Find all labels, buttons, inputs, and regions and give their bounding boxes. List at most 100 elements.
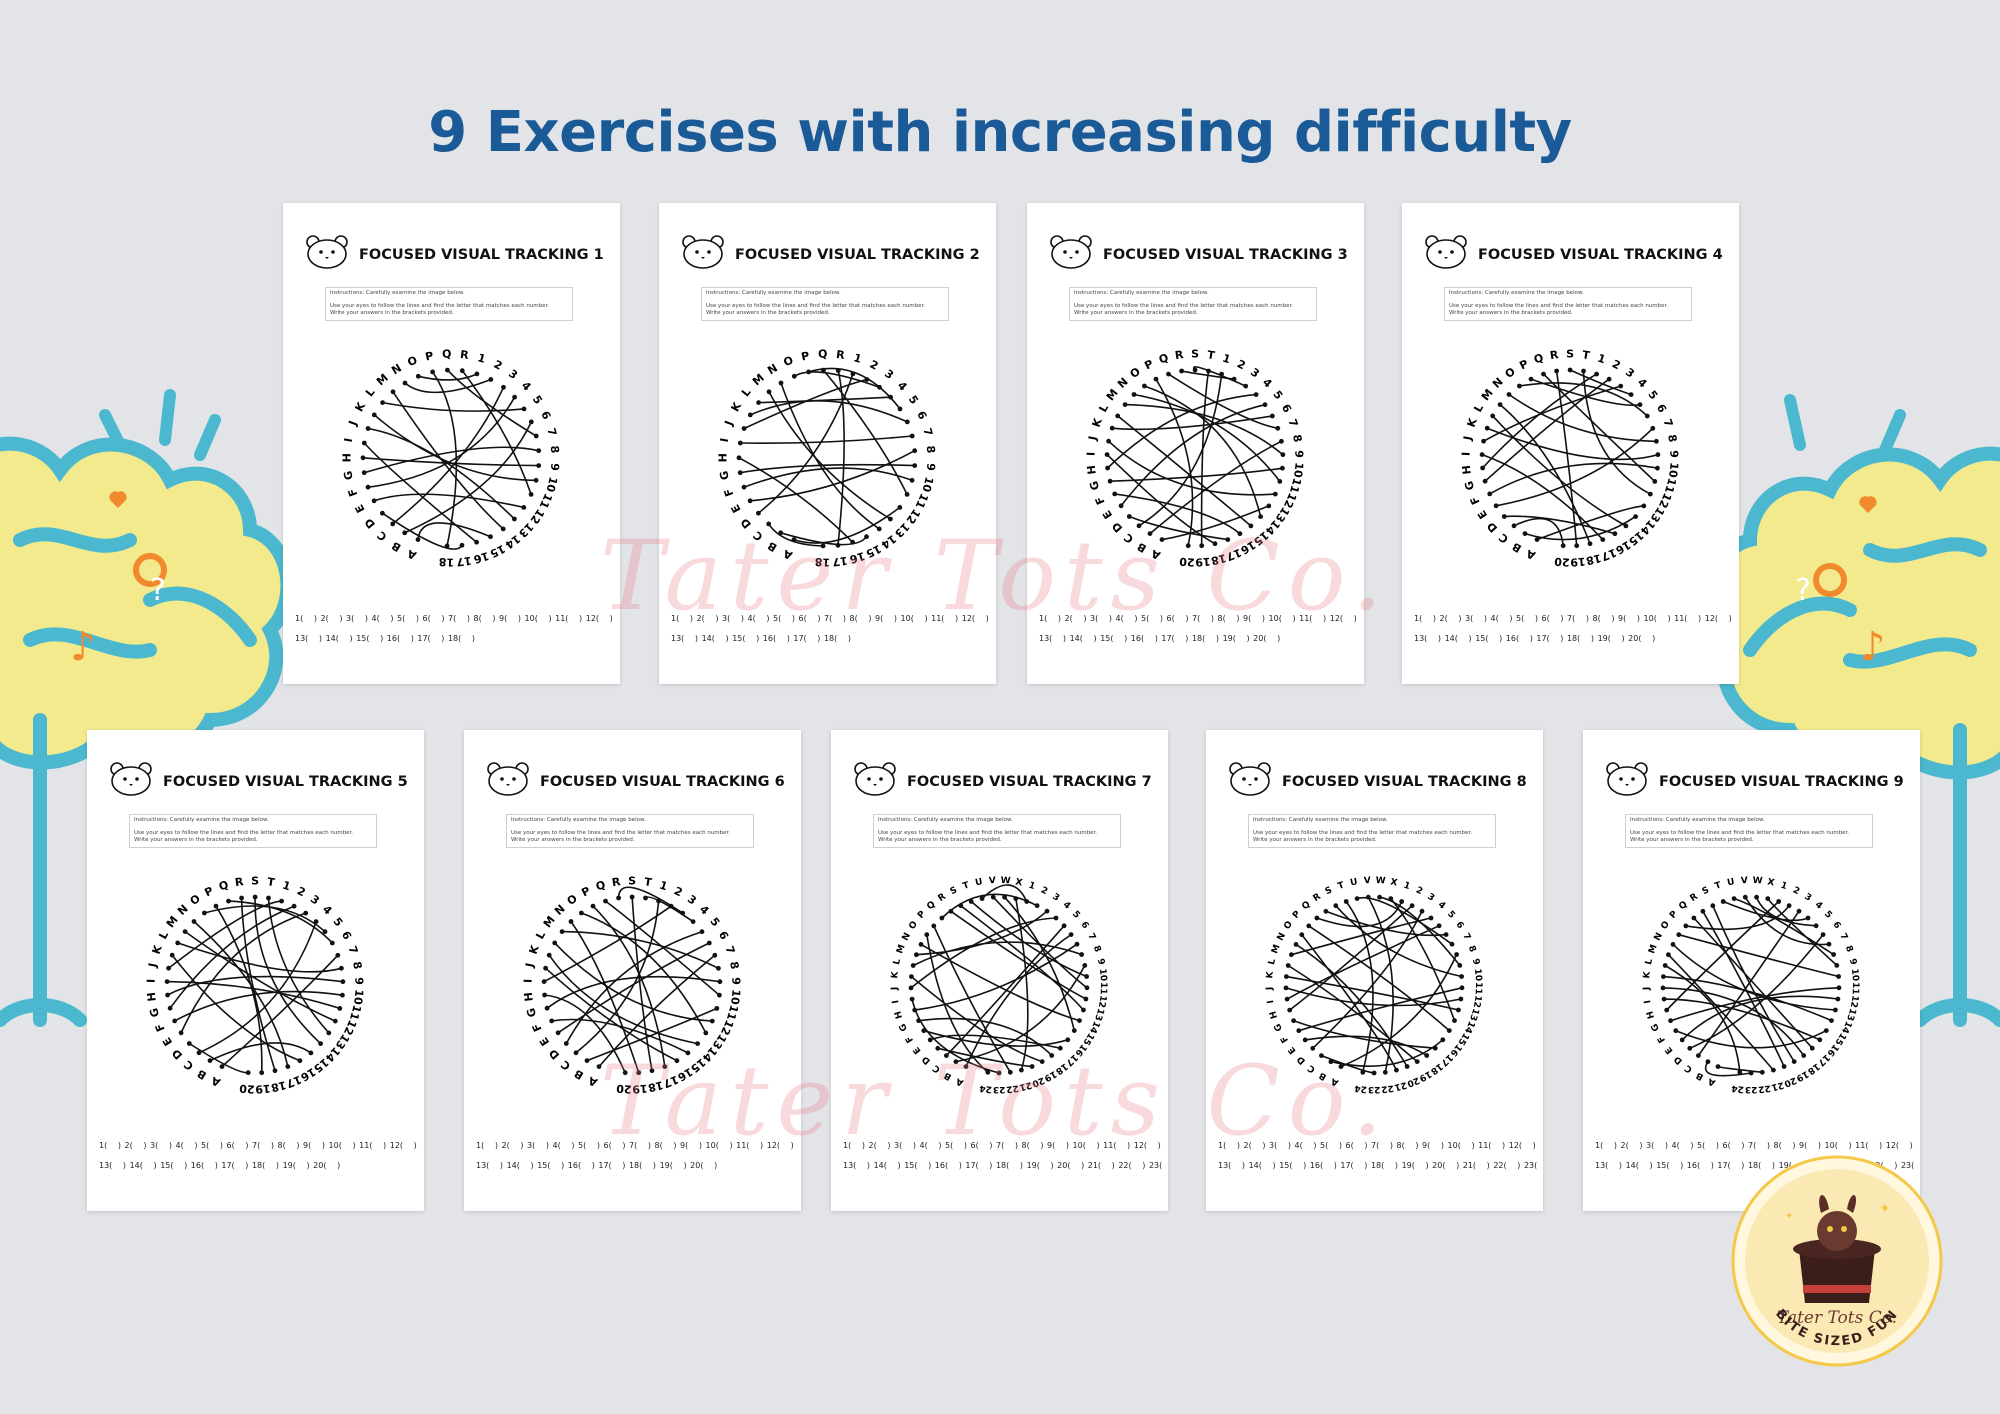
wheel-label: S bbox=[1566, 348, 1574, 361]
wheel-label: 10 bbox=[1666, 462, 1681, 479]
wheel-label: M bbox=[164, 914, 181, 931]
tracking-line bbox=[1149, 440, 1282, 535]
tracking-line bbox=[381, 512, 463, 550]
wheel-label: 1 bbox=[281, 879, 292, 894]
answer-row: 1( ) 2( ) 3( ) 4( ) 5( ) 6( ) 7( ) 8( ) … bbox=[1218, 1141, 1536, 1150]
line-endpoint bbox=[279, 898, 284, 904]
wheel-label: B bbox=[1317, 1070, 1328, 1082]
line-endpoint bbox=[1691, 915, 1697, 921]
wheel-label: D bbox=[1109, 519, 1125, 534]
wheel-label: 8 bbox=[1290, 433, 1304, 443]
line-endpoint bbox=[542, 992, 547, 998]
wheel-label: K bbox=[1642, 970, 1653, 979]
wheel-label: 1 bbox=[852, 351, 863, 366]
instructions-line: Use your eyes to follow the lines and fi… bbox=[1253, 830, 1473, 836]
line-endpoint bbox=[1310, 1045, 1316, 1051]
wheel-label: T bbox=[1206, 348, 1216, 362]
wheel-label: 1 bbox=[1027, 881, 1036, 892]
tracking-line bbox=[1340, 954, 1458, 1068]
wheel-label: G bbox=[524, 1006, 539, 1018]
tracking-line bbox=[1767, 898, 1838, 966]
line-endpoint bbox=[291, 903, 297, 909]
wheel-label: T bbox=[1714, 880, 1724, 892]
tracking-line bbox=[570, 921, 640, 1073]
line-endpoint bbox=[1534, 537, 1540, 542]
line-endpoint bbox=[1676, 932, 1682, 938]
wheel-label: M bbox=[1270, 943, 1282, 955]
wheel-label: C bbox=[1497, 531, 1512, 546]
line-endpoint bbox=[1696, 1053, 1701, 1058]
line-endpoint bbox=[1382, 1069, 1388, 1075]
wheel-label: 10 bbox=[919, 475, 936, 493]
line-endpoint bbox=[1560, 543, 1566, 549]
wheel-label: 10 bbox=[1291, 462, 1306, 479]
wheel-label: D bbox=[546, 1046, 562, 1061]
wheel-label: K bbox=[353, 400, 369, 414]
line-endpoint bbox=[1501, 514, 1507, 519]
line-endpoint bbox=[1654, 438, 1659, 444]
wheel-label: 19 bbox=[255, 1082, 271, 1096]
wheel-label: 3 bbox=[1248, 365, 1262, 380]
wheel-label: 2 bbox=[295, 884, 308, 899]
wheel-label: 8 bbox=[350, 960, 364, 970]
instructions-box: Instructions: Carefully examine the imag… bbox=[1625, 814, 1873, 848]
wheel-label: 24 bbox=[979, 1082, 993, 1094]
wheel-label: 6 bbox=[1830, 920, 1842, 931]
line-endpoint bbox=[939, 915, 945, 921]
line-endpoint bbox=[259, 1070, 265, 1076]
line-endpoint bbox=[1805, 915, 1811, 921]
line-endpoint bbox=[904, 492, 910, 497]
wheel-label: L bbox=[739, 386, 754, 400]
wheel-label: 2 bbox=[1610, 357, 1623, 372]
line-endpoint bbox=[1831, 952, 1836, 957]
line-endpoint bbox=[474, 539, 479, 545]
line-endpoint bbox=[167, 1005, 173, 1011]
tracking-line bbox=[740, 435, 913, 445]
wheel-label: E bbox=[729, 502, 744, 515]
line-endpoint bbox=[1277, 479, 1283, 484]
line-endpoint bbox=[1284, 974, 1289, 979]
wheel-label: Q bbox=[1300, 899, 1313, 912]
line-endpoint bbox=[297, 1058, 303, 1064]
wheel-label: 14 bbox=[1462, 1019, 1476, 1035]
line-endpoint bbox=[552, 940, 558, 946]
wheel-label: D bbox=[1296, 1054, 1308, 1066]
tracking-line bbox=[910, 917, 1057, 989]
line-endpoint bbox=[1328, 1059, 1334, 1065]
wheel-label: 10 bbox=[728, 989, 743, 1006]
tracking-line bbox=[1108, 440, 1276, 496]
line-endpoint bbox=[533, 477, 539, 483]
wheel-label: G bbox=[1087, 479, 1102, 491]
line-endpoint bbox=[1081, 1007, 1086, 1013]
line-endpoint bbox=[1765, 896, 1771, 901]
tracking-line bbox=[1308, 925, 1450, 1032]
wheel-label: 10 bbox=[1472, 968, 1483, 981]
line-endpoint bbox=[512, 394, 517, 400]
bear-logo-icon bbox=[1606, 762, 1648, 796]
instructions-line: Instructions: Carefully examine the imag… bbox=[1253, 817, 1388, 823]
line-endpoint bbox=[1587, 541, 1593, 547]
line-endpoint bbox=[1487, 491, 1493, 497]
wheel-label: 23 bbox=[1745, 1084, 1758, 1094]
line-endpoint bbox=[402, 530, 408, 536]
instructions-box: Instructions: Carefully examine the imag… bbox=[325, 287, 573, 321]
line-endpoint bbox=[806, 369, 811, 375]
line-endpoint bbox=[1166, 371, 1171, 377]
line-endpoint bbox=[1044, 908, 1050, 914]
line-endpoint bbox=[1662, 963, 1668, 968]
line-endpoint bbox=[629, 894, 635, 900]
wheel-label: N bbox=[389, 361, 404, 377]
tracking-line bbox=[1161, 505, 1270, 541]
instructions-box: Instructions: Carefully examine the imag… bbox=[1248, 814, 1496, 848]
wheel-label: I bbox=[1643, 999, 1653, 1004]
wheel-label: 4 bbox=[1260, 376, 1275, 391]
line-endpoint bbox=[1594, 371, 1599, 377]
wheel-label: Q bbox=[1532, 351, 1545, 366]
wheel-label: 8 bbox=[1466, 944, 1478, 953]
tracking-line bbox=[1667, 954, 1775, 1071]
worksheet-title: FOCUSED VISUAL TRACKING 6 bbox=[540, 774, 785, 790]
wheel-label: G bbox=[1273, 1022, 1285, 1033]
line-endpoint bbox=[622, 1070, 628, 1076]
wheel-label: E bbox=[537, 1035, 552, 1048]
